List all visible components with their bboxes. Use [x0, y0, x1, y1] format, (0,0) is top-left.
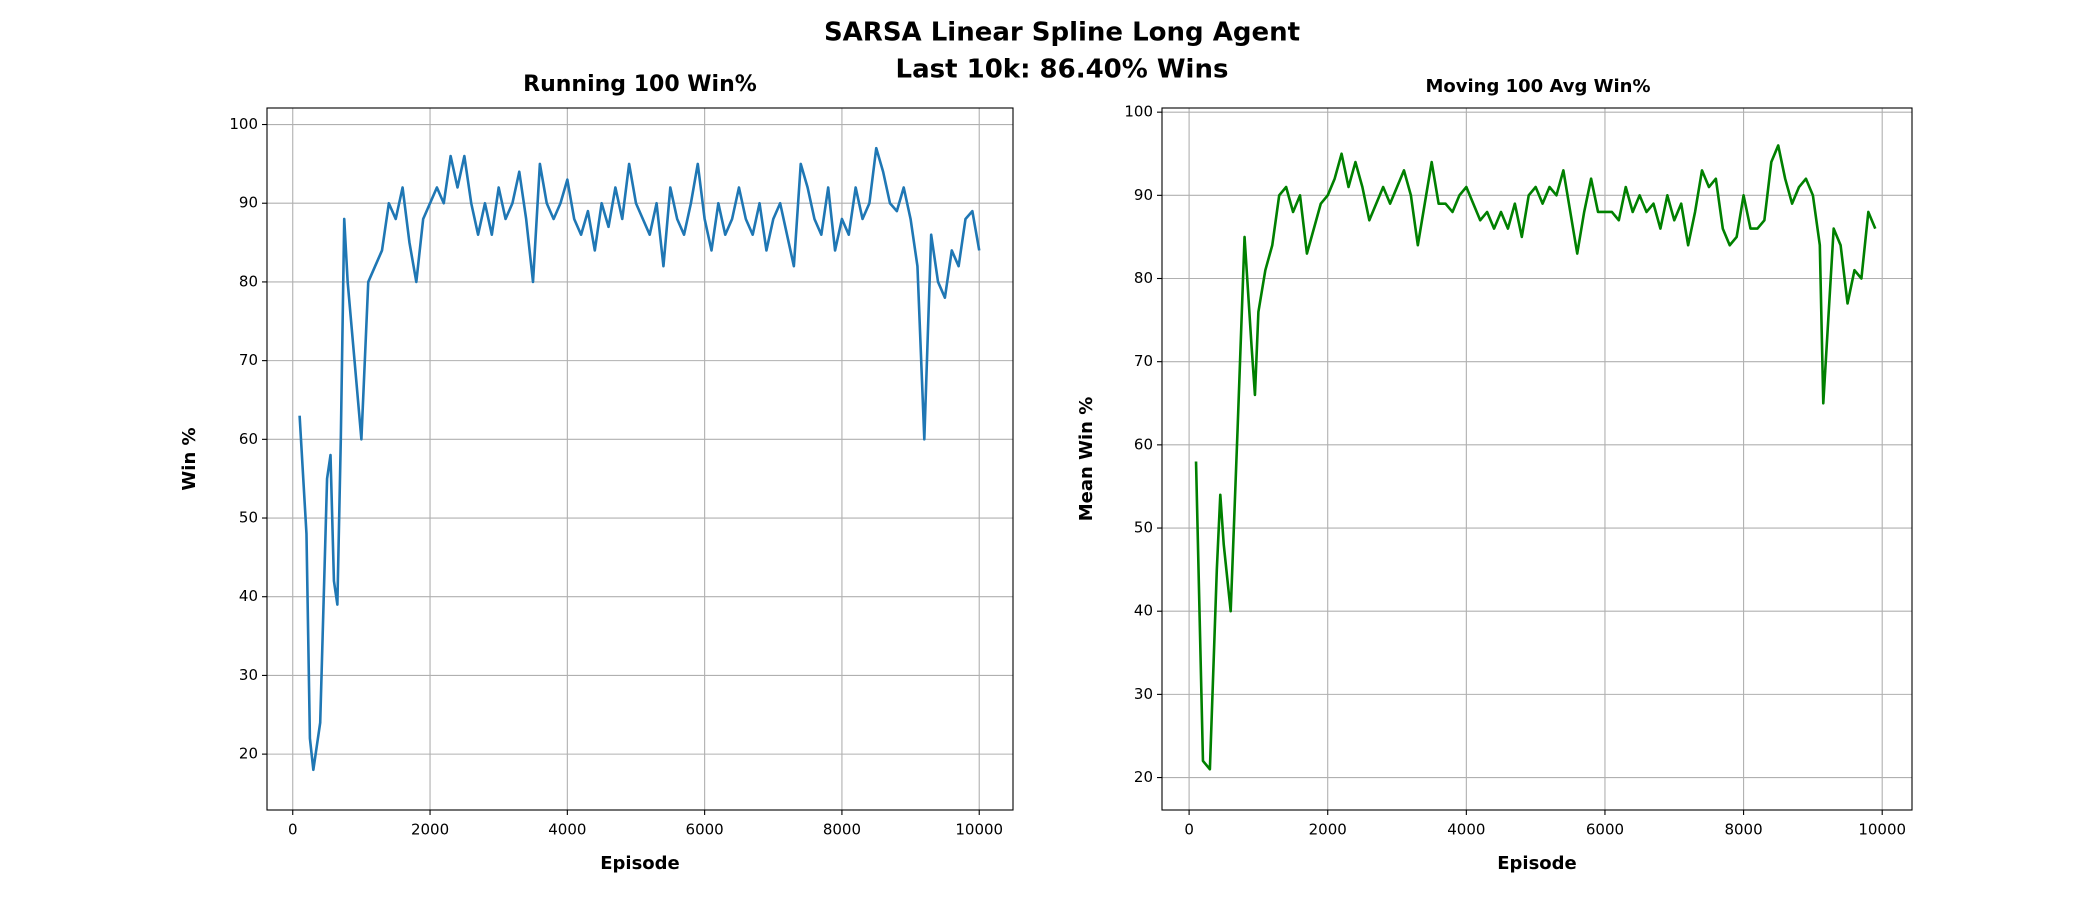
y-tick-label: 40 — [1134, 602, 1153, 620]
x-tick-label: 10000 — [1858, 821, 1906, 839]
x-tick-label: 0 — [1184, 821, 1194, 839]
chart-title: Running 100 Win% — [523, 72, 757, 97]
x-tick-label: 6000 — [1586, 821, 1624, 839]
x-tick-label: 0 — [288, 821, 298, 839]
y-tick-label: 90 — [239, 194, 258, 212]
y-tick-label: 50 — [239, 509, 258, 527]
y-tick-label: 20 — [239, 745, 258, 763]
x-tick-label: 8000 — [823, 821, 861, 839]
chart-title: Moving 100 Avg Win% — [1425, 76, 1650, 97]
y-tick-label: 30 — [1134, 685, 1153, 703]
y-tick-label: 70 — [239, 351, 258, 369]
y-tick-label: 40 — [239, 587, 258, 605]
y-tick-label: 80 — [239, 272, 258, 290]
y-tick-label: 80 — [1134, 269, 1153, 287]
x-tick-label: 6000 — [686, 821, 724, 839]
suptitle: Last 10k: 86.40% Wins — [896, 55, 1229, 85]
x-tick-label: 4000 — [548, 821, 586, 839]
x-axis-label: Episode — [1497, 853, 1577, 874]
y-tick-label: 20 — [1134, 768, 1153, 786]
y-tick-label: 50 — [1134, 519, 1153, 537]
y-tick-label: 30 — [239, 666, 258, 684]
axes-frame — [1161, 107, 1913, 811]
data-line — [1194, 144, 1877, 771]
y-tick-label: 60 — [239, 430, 258, 448]
x-tick-label: 8000 — [1724, 821, 1762, 839]
axes-frame — [266, 107, 1014, 811]
y-axis-label: Mean Win % — [1076, 397, 1097, 522]
y-tick-label: 100 — [1124, 103, 1153, 121]
x-tick-label: 10000 — [955, 821, 1003, 839]
suptitle: SARSA Linear Spline Long Agent — [824, 18, 1300, 48]
y-tick-label: 90 — [1134, 186, 1153, 204]
y-axis-label: Win % — [179, 427, 200, 490]
y-tick-label: 100 — [229, 115, 258, 133]
data-line — [298, 146, 981, 772]
x-tick-label: 4000 — [1447, 821, 1485, 839]
x-tick-label: 2000 — [1309, 821, 1347, 839]
x-tick-label: 2000 — [411, 821, 449, 839]
y-tick-label: 70 — [1134, 352, 1153, 370]
x-axis-label: Episode — [600, 853, 680, 874]
y-tick-label: 60 — [1134, 435, 1153, 453]
